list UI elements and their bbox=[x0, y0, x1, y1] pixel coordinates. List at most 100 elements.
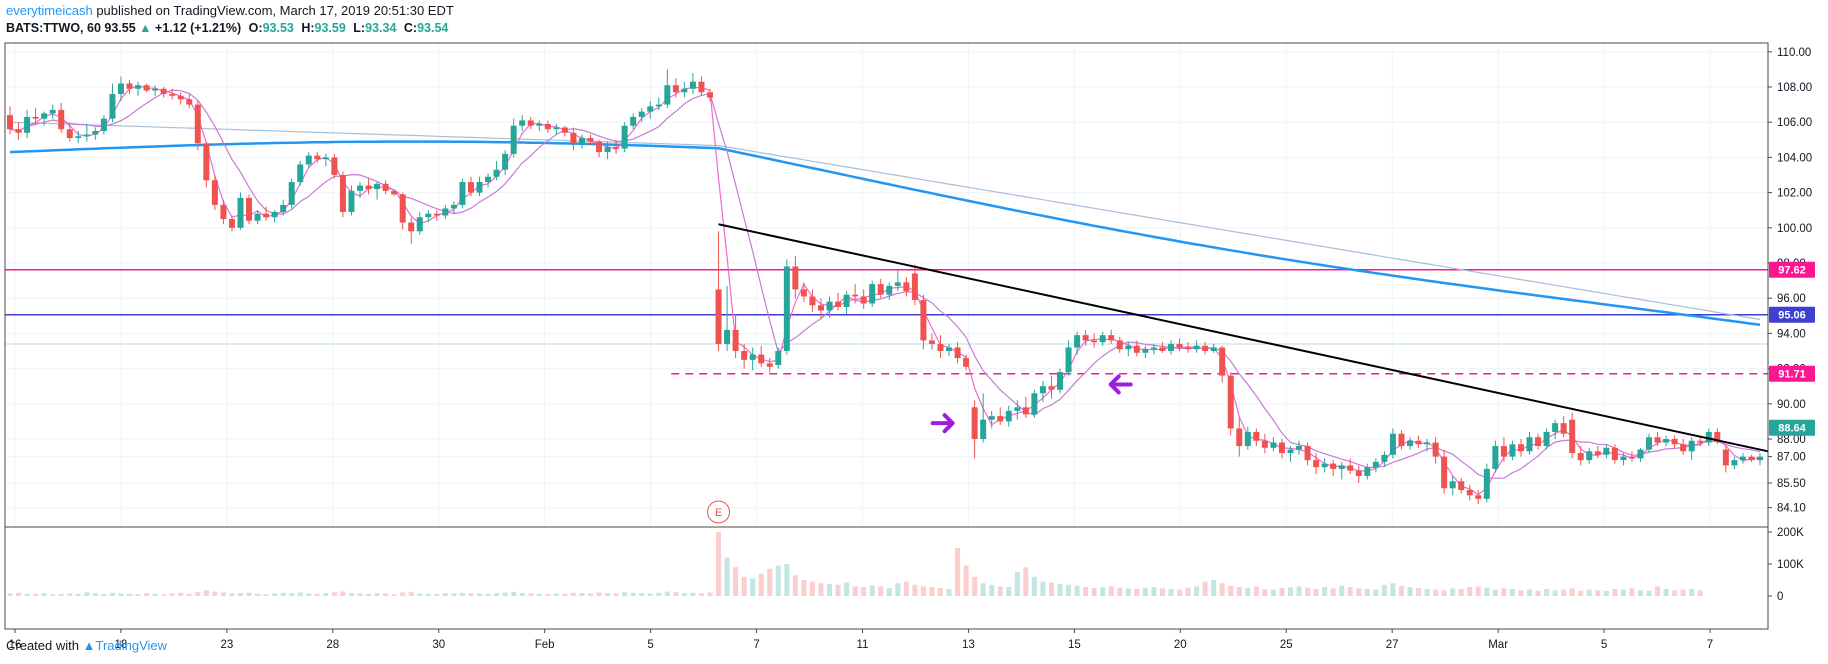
candle-body bbox=[519, 120, 526, 126]
volume-bar bbox=[1168, 588, 1174, 596]
candle-body bbox=[971, 407, 978, 439]
candle-body bbox=[1654, 437, 1661, 443]
candle-body bbox=[1091, 340, 1098, 343]
candle-body bbox=[442, 208, 449, 216]
trendline bbox=[718, 223, 1769, 453]
volume-bar bbox=[587, 593, 593, 596]
volume-bar bbox=[1381, 584, 1387, 596]
volume-bar bbox=[724, 557, 730, 596]
candle-body bbox=[536, 123, 543, 126]
volume-bar bbox=[272, 593, 278, 596]
volume-bar bbox=[1390, 583, 1396, 596]
volume-bar bbox=[1663, 588, 1669, 596]
candle-body bbox=[41, 113, 48, 119]
candle-body bbox=[220, 204, 227, 219]
volume-bar bbox=[553, 593, 559, 596]
volume-bar bbox=[1424, 588, 1430, 596]
candle-body bbox=[835, 301, 842, 307]
volume-bar bbox=[468, 593, 474, 596]
candle-body bbox=[32, 116, 39, 119]
candle-body bbox=[817, 305, 824, 311]
volume-bar bbox=[1296, 586, 1302, 596]
candle-body bbox=[1714, 431, 1721, 441]
volume-bar bbox=[980, 583, 986, 596]
volume-bar bbox=[485, 593, 491, 596]
price-tick-label: 88.00 bbox=[1777, 434, 1806, 446]
candle-body bbox=[1509, 444, 1516, 457]
high-value: 93.59 bbox=[314, 21, 346, 35]
earnings-marker-label: E bbox=[715, 507, 722, 519]
volume-bar bbox=[1066, 584, 1072, 596]
candle-body bbox=[246, 197, 253, 221]
tradingview-link[interactable]: TradingView bbox=[95, 638, 168, 653]
candle-body bbox=[297, 164, 304, 183]
volume-bar bbox=[1245, 588, 1251, 596]
volume-bar bbox=[698, 593, 704, 596]
volume-bar bbox=[1475, 586, 1481, 596]
close-value: 93.54 bbox=[417, 21, 449, 35]
candle-body bbox=[476, 182, 483, 193]
candle-body bbox=[561, 127, 568, 133]
candle-body bbox=[467, 182, 474, 193]
volume-bar bbox=[1339, 585, 1345, 596]
candle-body bbox=[271, 211, 278, 218]
price-tick-label: 90.00 bbox=[1777, 399, 1806, 411]
volume-bar bbox=[33, 593, 39, 596]
volume-bar bbox=[297, 592, 303, 596]
candle-body bbox=[1142, 349, 1149, 353]
author-link[interactable]: everytimeicash bbox=[6, 3, 93, 18]
volume-bar bbox=[605, 593, 611, 596]
time-tick-label: 5 bbox=[1601, 639, 1607, 651]
price-tag bbox=[1769, 365, 1815, 382]
volume-bar bbox=[1603, 590, 1609, 596]
candle-body bbox=[1082, 335, 1089, 341]
candle-body bbox=[1372, 461, 1379, 468]
volume-bar bbox=[1313, 588, 1319, 596]
volume-bar bbox=[707, 592, 713, 596]
volume-bar bbox=[1177, 589, 1183, 596]
volume-bar bbox=[903, 581, 909, 596]
volume-bar bbox=[477, 593, 483, 596]
candle-body bbox=[502, 153, 509, 170]
candle-body bbox=[553, 127, 560, 130]
footer: Created with ▲TradingView bbox=[6, 638, 167, 653]
volume-bar bbox=[1270, 589, 1276, 596]
volume-bar bbox=[1117, 587, 1123, 596]
volume-bar bbox=[929, 587, 935, 596]
volume-bar bbox=[997, 586, 1003, 596]
price-tick-label: 87.00 bbox=[1777, 452, 1806, 464]
volume-bar bbox=[1228, 585, 1234, 596]
volume-bar bbox=[1151, 587, 1157, 596]
volume-bar bbox=[1458, 588, 1464, 596]
candle-body bbox=[1048, 386, 1055, 390]
volume-bar bbox=[630, 592, 636, 596]
volume-bar bbox=[1202, 581, 1208, 596]
time-tick-label: 30 bbox=[432, 639, 445, 651]
volume-bar bbox=[1620, 589, 1626, 596]
volume-bar bbox=[647, 593, 653, 596]
candle-body bbox=[7, 115, 13, 130]
volume-bar bbox=[1595, 590, 1601, 596]
candle-body bbox=[1646, 437, 1653, 450]
candle-body bbox=[485, 176, 492, 183]
candle-body bbox=[1270, 442, 1277, 448]
candle-body bbox=[527, 120, 534, 126]
volume-bar bbox=[340, 591, 346, 596]
volume-bar bbox=[1031, 576, 1037, 596]
candle-body bbox=[638, 111, 645, 117]
volume-bar bbox=[1655, 586, 1661, 596]
volume-bar bbox=[1219, 583, 1225, 596]
volume-bar bbox=[690, 592, 696, 596]
candle-body bbox=[852, 294, 859, 297]
arrow-right-annotation bbox=[930, 413, 955, 434]
volume-bar bbox=[127, 593, 133, 596]
candle-body bbox=[1603, 447, 1610, 455]
candle-body bbox=[698, 81, 705, 93]
candle-body bbox=[331, 157, 338, 175]
volume-bar bbox=[1262, 588, 1268, 596]
volume-bar bbox=[1629, 588, 1635, 596]
candle-body bbox=[288, 182, 295, 205]
volume-bar bbox=[1544, 588, 1550, 596]
candle-body bbox=[305, 155, 312, 165]
